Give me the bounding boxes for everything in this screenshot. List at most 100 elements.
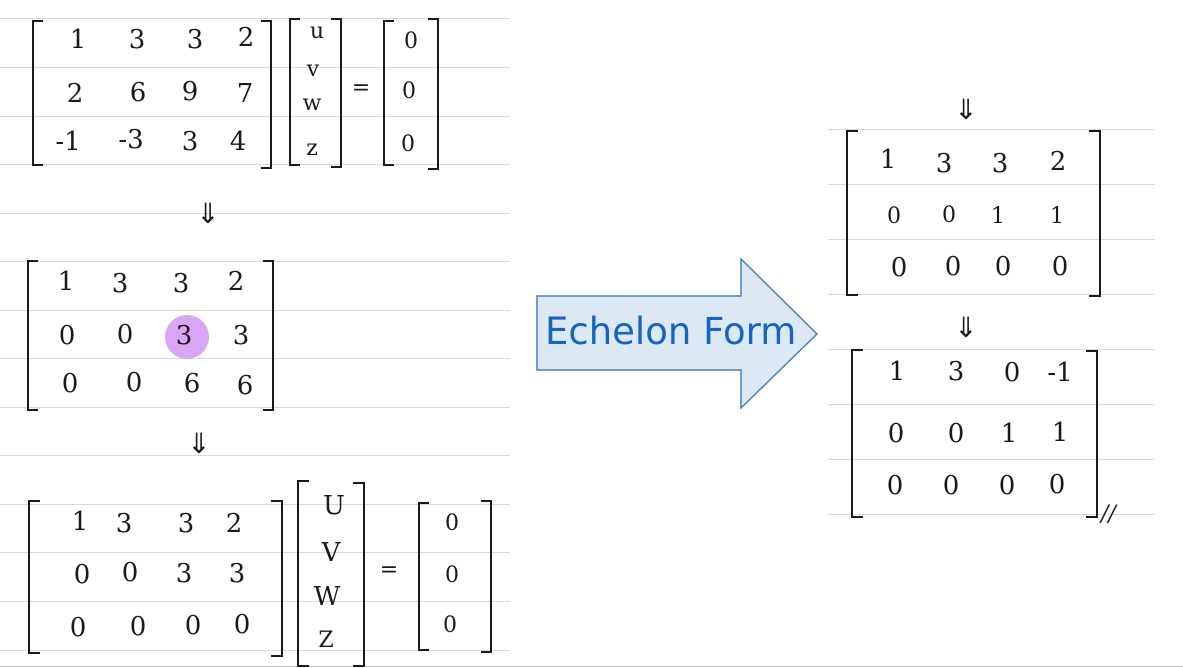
matrix-cell: 3 [186, 25, 204, 55]
matrix-cell: 3 [991, 149, 1009, 179]
matrix-cell: 6 [129, 78, 147, 108]
ruled-line [828, 459, 1155, 460]
vector-var: V [321, 538, 341, 568]
matrix-cell: 0 [1051, 252, 1069, 282]
equals-sign: = [379, 557, 399, 583]
ruled-line [828, 294, 1155, 295]
matrix-cell: 0 [942, 471, 960, 501]
left-bracket [418, 502, 429, 651]
matrix-cell: 2 [225, 509, 243, 539]
matrix-cell: 1 [57, 267, 75, 297]
matrix-cell: 3 [115, 509, 133, 539]
rhs-entry: 0 [445, 563, 459, 588]
left-bracket [383, 20, 394, 166]
matrix-cell: 0 [887, 204, 901, 229]
matrix-cell: 1 [1000, 419, 1018, 449]
pivot-highlight [165, 315, 209, 359]
matrix-cell: 0 [994, 252, 1012, 282]
matrix-cell: 0 [121, 558, 139, 588]
vector-var: U [323, 491, 345, 521]
pivot-cell: 3 [175, 321, 193, 351]
matrix-cell: 1 [888, 357, 906, 387]
echelon-form-label: Echelon Form [545, 310, 797, 353]
vector-var: w [302, 91, 322, 116]
matrix-cell: 2 [237, 23, 255, 53]
right-bracket [428, 18, 439, 170]
ruled-line [0, 310, 510, 311]
left-bracket [851, 349, 863, 518]
right-bracket [331, 18, 342, 168]
vector-var: Z [318, 628, 334, 653]
matrix-cell: 3 [232, 321, 250, 351]
right-bracket [353, 482, 365, 667]
matrix-cell: 0 [886, 471, 904, 501]
matrix-cell: 0 [125, 368, 143, 398]
ruled-line [0, 116, 510, 117]
matrix-cell: 2 [227, 267, 245, 297]
ruled-line [0, 601, 510, 602]
matrix-cell: 1 [1051, 418, 1069, 448]
matrix-cell: 0 [69, 613, 87, 643]
right-bracket [263, 260, 274, 411]
matrix-cell: 1 [71, 507, 89, 537]
left-bracket [28, 500, 40, 654]
rhs-entry: 0 [445, 511, 459, 536]
matrix-cell: 1 [991, 204, 1005, 229]
matrix-cell: 0 [58, 321, 76, 351]
ruled-line [828, 514, 1155, 515]
matrix-cell: 6 [183, 369, 201, 399]
ruled-line [0, 552, 510, 553]
ruled-line [0, 67, 510, 68]
ruled-line [828, 184, 1155, 185]
page-bottom-line [0, 666, 1183, 667]
ruled-line [0, 455, 510, 456]
matrix-cell: 3 [175, 559, 193, 589]
matrix-cell: 6 [236, 371, 254, 401]
matrix-cell: 1 [69, 25, 87, 55]
matrix-cell: 0 [61, 369, 79, 399]
matrix-cell: 2 [66, 79, 84, 109]
vector-var: W [313, 582, 341, 612]
right-bracket [481, 500, 492, 653]
matrix-cell: 0 [890, 253, 908, 283]
ruled-line [0, 358, 510, 359]
rhs-entry: 0 [402, 79, 416, 104]
matrix-cell: 1 [879, 145, 897, 175]
arrow-shape [536, 258, 819, 410]
down-arrow-icon: ⇓ [954, 93, 978, 126]
matrix-cell: 0 [1003, 358, 1021, 388]
down-arrow-icon: ⇓ [187, 427, 211, 460]
matrix-cell: 0 [129, 612, 147, 642]
ruled-line [828, 129, 1155, 130]
left-bracket [27, 260, 38, 411]
matrix-cell: 3 [181, 127, 199, 157]
ruled-line [828, 404, 1155, 405]
matrix-cell: 0 [73, 560, 91, 590]
down-arrow-icon: ⇓ [954, 311, 978, 344]
matrix-cell: 0 [947, 419, 965, 449]
left-bracket [289, 18, 300, 166]
ruled-line [828, 349, 1155, 350]
ruled-line [0, 18, 510, 19]
matrix-cell: 1 [1050, 204, 1064, 229]
matrix-cell: 9 [181, 77, 199, 107]
ruled-line [0, 504, 510, 505]
matrix-cell: 3 [128, 25, 146, 55]
rhs-entry: 0 [443, 613, 457, 638]
matrix-cell: 0 [942, 203, 956, 228]
matrix-cell: 0 [998, 471, 1016, 501]
right-bracket [1086, 350, 1098, 518]
right-bracket [1089, 130, 1101, 297]
rhs-entry: 0 [404, 29, 418, 54]
matrix-cell: 3 [947, 357, 965, 387]
left-bracket [32, 20, 43, 166]
matrix-cell: 2 [1049, 147, 1067, 177]
matrix-cell: 0 [233, 610, 251, 640]
right-bracket [271, 500, 283, 657]
matrix-cell: 0 [887, 419, 905, 449]
equals-sign: = [351, 75, 371, 101]
matrix-cell: 3 [177, 509, 195, 539]
vector-var: z [306, 136, 318, 161]
vector-var: u [309, 19, 325, 44]
